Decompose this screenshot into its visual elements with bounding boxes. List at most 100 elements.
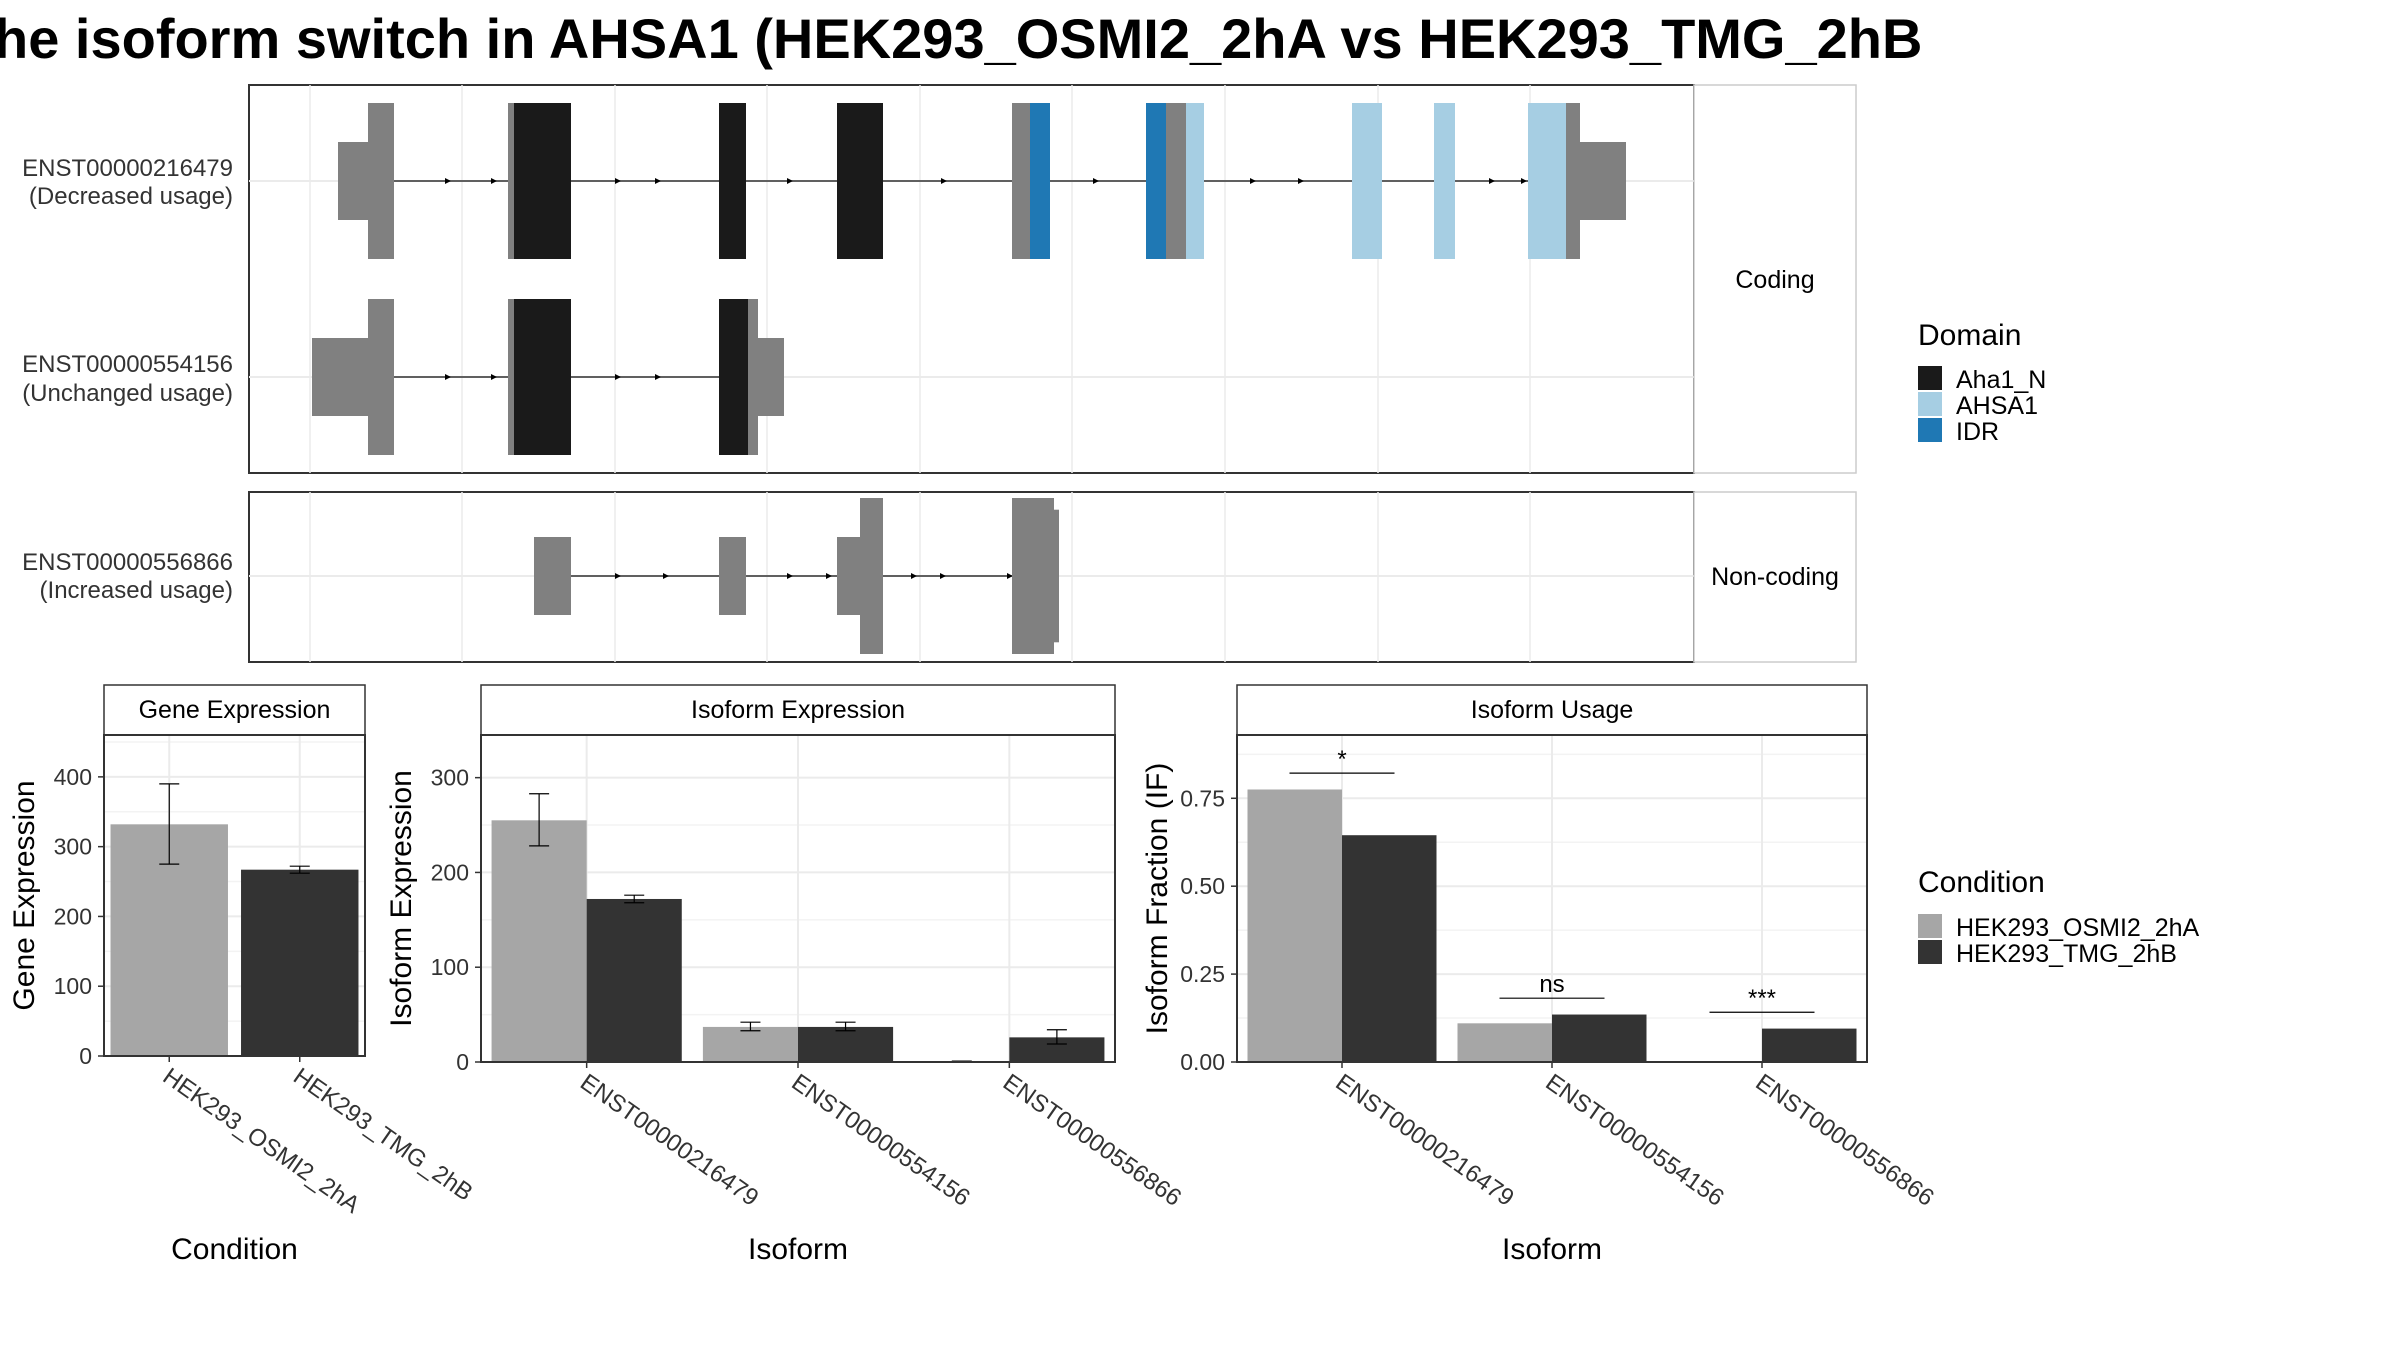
strand-arrow [787, 573, 793, 579]
noncoding-transcript-panel: Non-coding [248, 491, 1857, 663]
utr-block [338, 142, 368, 220]
x-tick-label: ENST00000216479 [575, 1069, 763, 1212]
isoform-usage-chart: Isoform Usage * ns *** 0.00 0.25 0.50 0.75 ENST0… [1141, 684, 1939, 1266]
bar [1247, 789, 1342, 1062]
x-axis-title: Condition [171, 1233, 298, 1266]
condition-legend: Condition HEK293_OSMI2_2hA HEK293_TMG_2h… [1918, 866, 2200, 968]
strand-arrow [445, 178, 451, 184]
y-tick-label: 200 [431, 859, 469, 885]
strand-arrow [826, 573, 832, 579]
transcript-labels: ENST00000216479 (Decreased usage) ENST00… [22, 155, 233, 604]
domain-block-aha1-n [514, 103, 571, 259]
legend-swatch [1918, 940, 1942, 964]
strand-arrow [911, 573, 917, 579]
y-tick-label: 0 [79, 1043, 92, 1069]
plot-border [103, 734, 366, 1057]
legend-swatch [1918, 418, 1942, 442]
noncoding-strip-label: Non-coding [1711, 563, 1839, 591]
y-tick-label: 0 [456, 1049, 469, 1075]
exon-block [368, 103, 394, 259]
domain-block-idr [1146, 103, 1166, 259]
exon-block [860, 498, 883, 654]
facet-strip-title: Isoform Expression [691, 696, 905, 724]
strand-arrow [615, 573, 621, 579]
y-tick-label: 300 [431, 765, 469, 791]
legend-label: IDR [1956, 418, 1999, 446]
y-tick-label: 300 [54, 834, 92, 860]
strand-arrow [1007, 573, 1013, 579]
x-tick-label: ENST00000216479 [1331, 1069, 1519, 1212]
facet-strip-title: Gene Expression [139, 696, 331, 724]
domain-block-ahsa1 [1434, 103, 1455, 259]
x-tick-label: ENST00000554156 [1541, 1069, 1729, 1212]
legend-swatch [1918, 392, 1942, 416]
facet-strip-title: Isoform Usage [1471, 696, 1634, 724]
exon-block [1012, 103, 1030, 259]
legend-swatch [1918, 366, 1942, 390]
exon-block [1054, 509, 1059, 643]
exon-block [1012, 498, 1054, 654]
figure-title: he isoform switch in AHSA1 (HEK293_OSMI2… [0, 7, 1922, 70]
exon-block [719, 537, 746, 615]
domain-block-aha1-n [719, 103, 746, 259]
coding-panel-border [248, 84, 1695, 474]
bar [1762, 1028, 1857, 1062]
transcript-usage-label: (Unchanged usage) [22, 380, 233, 407]
bar [1342, 835, 1437, 1062]
y-tick-label: 400 [54, 764, 92, 790]
exon-block [1166, 103, 1186, 259]
bar [586, 898, 682, 1062]
significance-label: *** [1748, 985, 1776, 1012]
y-axis-title: Isoform Fraction (IF) [1141, 763, 1174, 1035]
x-tick-label: ENST00000554156 [787, 1069, 975, 1212]
strand-arrow [1298, 178, 1304, 184]
strand-arrow [655, 374, 661, 380]
exon-block [508, 299, 514, 455]
facet-strip [1236, 684, 1868, 736]
legend-swatch [1918, 914, 1942, 938]
domain-block-ahsa1 [1528, 103, 1566, 259]
legend-label: HEK293_TMG_2hB [1956, 940, 2177, 968]
isoform-expression-chart: Isoform Expression 0 100 200 300 ENST00000216… [385, 684, 1186, 1266]
legend-label: AHSA1 [1956, 392, 2038, 420]
bar [1552, 1014, 1647, 1062]
y-tick-label: 0.75 [1180, 785, 1225, 811]
y-tick-label: 200 [54, 903, 92, 929]
y-tick-label: 100 [431, 954, 469, 980]
bar [702, 1026, 798, 1062]
domain-legend-title: Domain [1918, 319, 2021, 352]
strand-arrow [655, 178, 661, 184]
domain-block-ahsa1 [1186, 103, 1204, 259]
exon-block [368, 299, 394, 455]
y-tick-label: 100 [54, 973, 92, 999]
y-tick-label: 0.25 [1180, 961, 1225, 987]
domain-block-aha1-n [514, 299, 571, 455]
coding-strip [1693, 84, 1857, 474]
exon-block [748, 299, 758, 455]
strand-arrow [445, 374, 451, 380]
x-axis-title: Isoform [748, 1233, 848, 1266]
bar [1457, 1023, 1552, 1062]
strand-arrow [787, 178, 793, 184]
domain-block-idr [1030, 103, 1050, 259]
utr-block [312, 338, 368, 416]
domain-block-aha1-n [837, 103, 883, 259]
facet-strip [103, 684, 366, 736]
exon-block [508, 103, 514, 259]
transcript-id-label: ENST00000554156 [22, 351, 233, 378]
legend-label: HEK293_OSMI2_2hA [1956, 914, 2200, 942]
x-tick-label: ENST00000556866 [998, 1069, 1186, 1212]
coding-strip-label: Coding [1735, 266, 1814, 294]
utr-block [758, 338, 784, 416]
strand-arrow [615, 178, 621, 184]
transcript-usage-label: (Decreased usage) [29, 183, 233, 210]
bar [241, 869, 359, 1056]
strand-arrow [940, 573, 946, 579]
bar [798, 1026, 894, 1062]
y-axis-title: Gene Expression [8, 780, 41, 1010]
exon-block [1566, 103, 1580, 259]
significance-label: ns [1539, 971, 1564, 998]
strand-arrow [1250, 178, 1256, 184]
strand-arrow [491, 178, 497, 184]
